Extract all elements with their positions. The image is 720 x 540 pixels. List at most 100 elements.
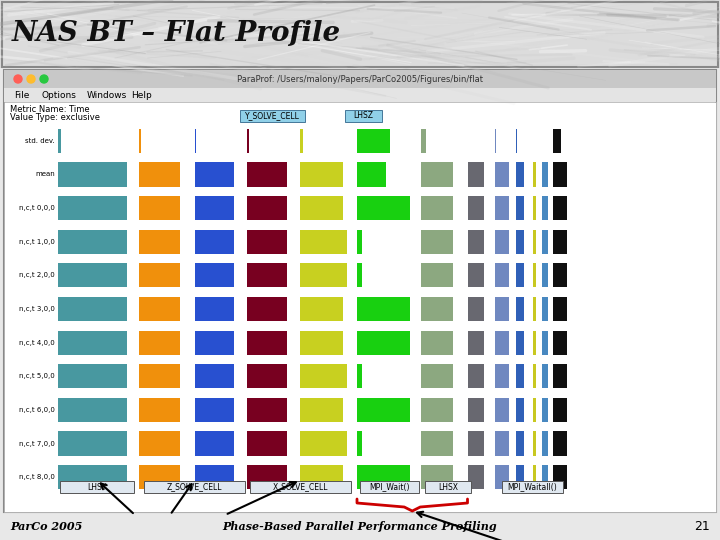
Bar	[246, 230, 287, 254]
Bar	[420, 196, 453, 220]
Bar	[420, 264, 453, 287]
Bar	[300, 364, 347, 388]
Bar	[495, 364, 509, 388]
Bar	[250, 481, 351, 493]
Text: n,c,t 8,0,0: n,c,t 8,0,0	[19, 474, 55, 480]
Bar	[357, 163, 386, 186]
Bar	[194, 465, 233, 489]
Text: mean: mean	[35, 172, 55, 178]
Bar	[516, 297, 524, 321]
Bar	[4, 88, 716, 102]
Bar	[345, 110, 382, 122]
Text: n,c,t 7,0,0: n,c,t 7,0,0	[19, 441, 55, 447]
Bar	[58, 398, 127, 422]
Text: Y_SOLVE_CELL: Y_SOLVE_CELL	[245, 111, 300, 120]
Bar	[300, 330, 343, 355]
Bar	[467, 129, 469, 153]
Bar	[467, 230, 485, 254]
Bar	[300, 163, 343, 186]
Bar	[194, 431, 233, 456]
Bar	[542, 465, 548, 489]
Bar	[533, 431, 536, 456]
Bar	[533, 163, 536, 186]
Bar	[533, 398, 536, 422]
Bar	[58, 196, 127, 220]
Bar	[420, 330, 453, 355]
Bar	[533, 465, 536, 489]
Bar	[58, 163, 127, 186]
Bar	[553, 163, 567, 186]
Bar	[246, 431, 287, 456]
Bar	[194, 129, 197, 153]
Bar	[553, 465, 567, 489]
Bar	[420, 364, 453, 388]
Text: MPI_Waitall(): MPI_Waitall()	[508, 483, 557, 491]
Text: n,c,t 5,0,0: n,c,t 5,0,0	[19, 373, 55, 379]
Bar	[139, 465, 180, 489]
Bar	[194, 163, 233, 186]
Bar	[553, 196, 567, 220]
Bar	[516, 230, 524, 254]
Text: File: File	[14, 91, 30, 99]
Bar	[300, 465, 343, 489]
Bar	[139, 330, 180, 355]
Text: LHSZ: LHSZ	[354, 111, 374, 120]
Bar	[194, 264, 233, 287]
Bar	[542, 196, 548, 220]
Bar	[420, 297, 453, 321]
Bar	[495, 264, 509, 287]
Bar	[139, 297, 180, 321]
Bar	[360, 481, 419, 493]
Bar	[357, 264, 361, 287]
Bar	[357, 364, 361, 388]
Bar	[58, 364, 127, 388]
Bar	[533, 330, 536, 355]
Text: ParCo 2005: ParCo 2005	[10, 521, 82, 531]
Bar	[420, 163, 453, 186]
Text: Help: Help	[131, 91, 152, 99]
Text: std. dev.: std. dev.	[25, 138, 55, 144]
Bar	[553, 398, 567, 422]
Bar	[58, 431, 127, 456]
Bar	[467, 398, 485, 422]
Bar	[139, 129, 141, 153]
Bar	[542, 330, 548, 355]
Bar	[357, 129, 390, 153]
Bar	[300, 431, 347, 456]
Bar	[58, 465, 127, 489]
Text: Phase-Based Parallel Performance Profiling: Phase-Based Parallel Performance Profili…	[222, 521, 498, 531]
Circle shape	[40, 75, 48, 83]
Bar	[425, 481, 472, 493]
Bar	[533, 264, 536, 287]
Text: ParaProf: /Users/malony/Papers/ParCo2005/Figures/bin/flat: ParaProf: /Users/malony/Papers/ParCo2005…	[237, 75, 483, 84]
Text: LHSY: LHSY	[87, 483, 107, 491]
Bar	[246, 163, 287, 186]
Bar	[467, 163, 485, 186]
Bar	[58, 297, 127, 321]
Bar	[240, 110, 305, 122]
Bar	[467, 364, 485, 388]
Bar	[420, 465, 453, 489]
Bar	[542, 398, 548, 422]
Bar	[194, 230, 233, 254]
Bar	[467, 465, 485, 489]
Bar	[420, 129, 426, 153]
Bar	[194, 398, 233, 422]
Bar	[533, 364, 536, 388]
Bar	[300, 398, 343, 422]
Text: n,c,t 3,0,0: n,c,t 3,0,0	[19, 306, 55, 312]
Bar	[139, 264, 180, 287]
Bar	[0, 0, 720, 68]
Bar	[553, 364, 567, 388]
Bar	[300, 297, 343, 321]
Text: Windows: Windows	[86, 91, 127, 99]
Bar	[516, 465, 524, 489]
Bar	[516, 364, 524, 388]
Bar	[300, 129, 302, 153]
Text: Value Type: exclusive: Value Type: exclusive	[10, 112, 100, 122]
Bar	[357, 196, 410, 220]
Bar	[420, 398, 453, 422]
Bar	[194, 196, 233, 220]
Bar	[516, 264, 524, 287]
Bar	[553, 330, 567, 355]
